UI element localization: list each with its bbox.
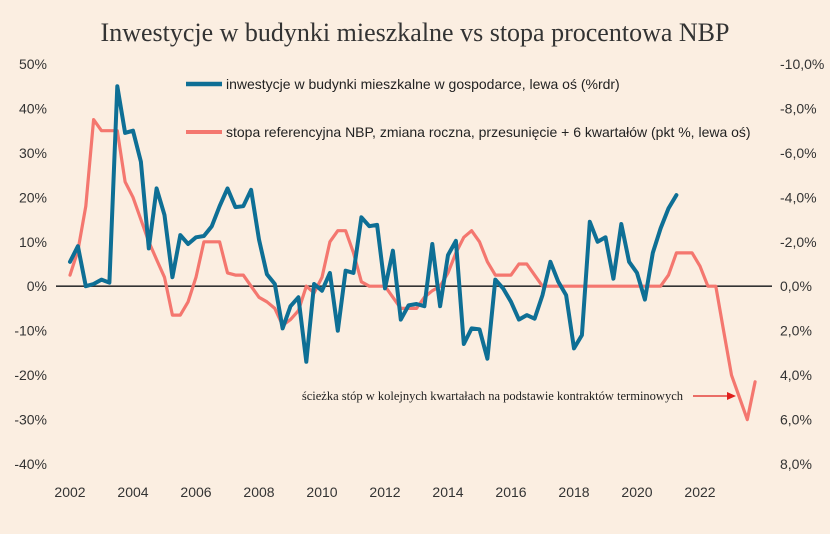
y-tick-label: -10% xyxy=(14,323,47,339)
y2-tick-label: -8,0% xyxy=(780,100,817,116)
y2-tick-label: 2,0% xyxy=(780,323,812,339)
y2-tick-label: -4,0% xyxy=(780,189,817,205)
y2-tick-label: -6,0% xyxy=(780,145,817,161)
series-line-inwestycje xyxy=(68,84,679,364)
y-tick-label: 50% xyxy=(19,56,47,72)
legend-label-stopa: stopa referencyjna NBP, zmiana roczna, p… xyxy=(226,124,751,140)
y-tick-label: 10% xyxy=(19,234,47,250)
y-tick-label: -30% xyxy=(14,412,47,428)
x-tick-label: 2004 xyxy=(117,484,148,500)
x-axis: 2002 2004 2006 2008 2010 2012 2014 2016 2018 2020… xyxy=(54,484,715,500)
y2-tick-label: 8,0% xyxy=(780,456,812,472)
y2-tick-label: 6,0% xyxy=(780,412,812,428)
y-tick-label: 30% xyxy=(19,145,47,161)
series-layer xyxy=(68,84,757,422)
y2-tick-label: 0,0% xyxy=(780,278,812,294)
x-tick-label: 2016 xyxy=(495,484,526,500)
x-tick-label: 2002 xyxy=(54,484,85,500)
y2-tick-label: -2,0% xyxy=(780,234,817,250)
annotation-arrow-head xyxy=(727,392,736,400)
x-tick-label: 2008 xyxy=(243,484,274,500)
x-tick-label: 2010 xyxy=(306,484,337,500)
y2-tick-label: -10,0% xyxy=(780,56,824,72)
x-tick-label: 2006 xyxy=(180,484,211,500)
y-tick-label: 40% xyxy=(19,100,47,116)
x-tick-label: 2012 xyxy=(369,484,400,500)
y-tick-label: 20% xyxy=(19,189,47,205)
left-axis: 50% 40% 30% 20% 10% 0% -10% -20% -30% -40% xyxy=(14,56,47,472)
annotation: ścieżka stóp w kolejnych kwartałach na p… xyxy=(302,389,736,403)
right-axis: -10,0% -8,0% -6,0% -4,0% -2,0% 0,0% 2,0% 4,0% 6,… xyxy=(780,56,824,472)
y-tick-label: 0% xyxy=(27,278,47,294)
x-tick-label: 2014 xyxy=(432,484,463,500)
legend: inwestycje w budynki mieszkalne w gospod… xyxy=(186,76,751,140)
chart-title: Inwestycje w budynki mieszkalne vs stopa… xyxy=(101,18,730,47)
legend-label-inwestycje: inwestycje w budynki mieszkalne w gospod… xyxy=(226,76,620,92)
annotation-text: ścieżka stóp w kolejnych kwartałach na p… xyxy=(302,389,684,403)
y-tick-label: -40% xyxy=(14,456,47,472)
x-tick-label: 2018 xyxy=(558,484,589,500)
y-tick-label: -20% xyxy=(14,367,47,383)
x-tick-label: 2020 xyxy=(621,484,652,500)
x-tick-label: 2022 xyxy=(684,484,715,500)
y2-tick-label: 4,0% xyxy=(780,367,812,383)
